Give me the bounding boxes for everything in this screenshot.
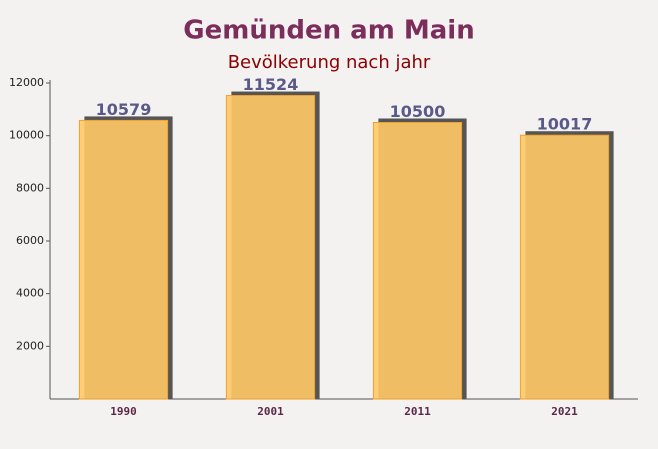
chart-subtitle: Bevölkerung nach jahr [228,52,431,73]
bar [78,119,169,400]
bar [225,95,316,400]
value-label: 10579 [96,100,152,119]
x-tick-label: 2001 [257,405,284,418]
bar [372,122,463,400]
value-label: 10500 [390,102,446,121]
bar [519,134,610,400]
x-tick-label: 2011 [404,405,431,418]
y-tick-label: 6000 [16,234,44,247]
value-label: 11524 [243,75,299,94]
y-tick-label: 8000 [16,181,44,194]
y-tick-label: 2000 [16,339,44,352]
value-label: 10017 [537,115,593,134]
y-tick-label: 10000 [9,129,44,142]
chart-title: Gemünden am Main [183,16,474,46]
x-tick-label: 2021 [551,405,578,418]
x-tick-label: 1990 [110,405,137,418]
y-tick-label: 4000 [16,287,44,300]
y-tick-label: 12000 [9,76,44,89]
